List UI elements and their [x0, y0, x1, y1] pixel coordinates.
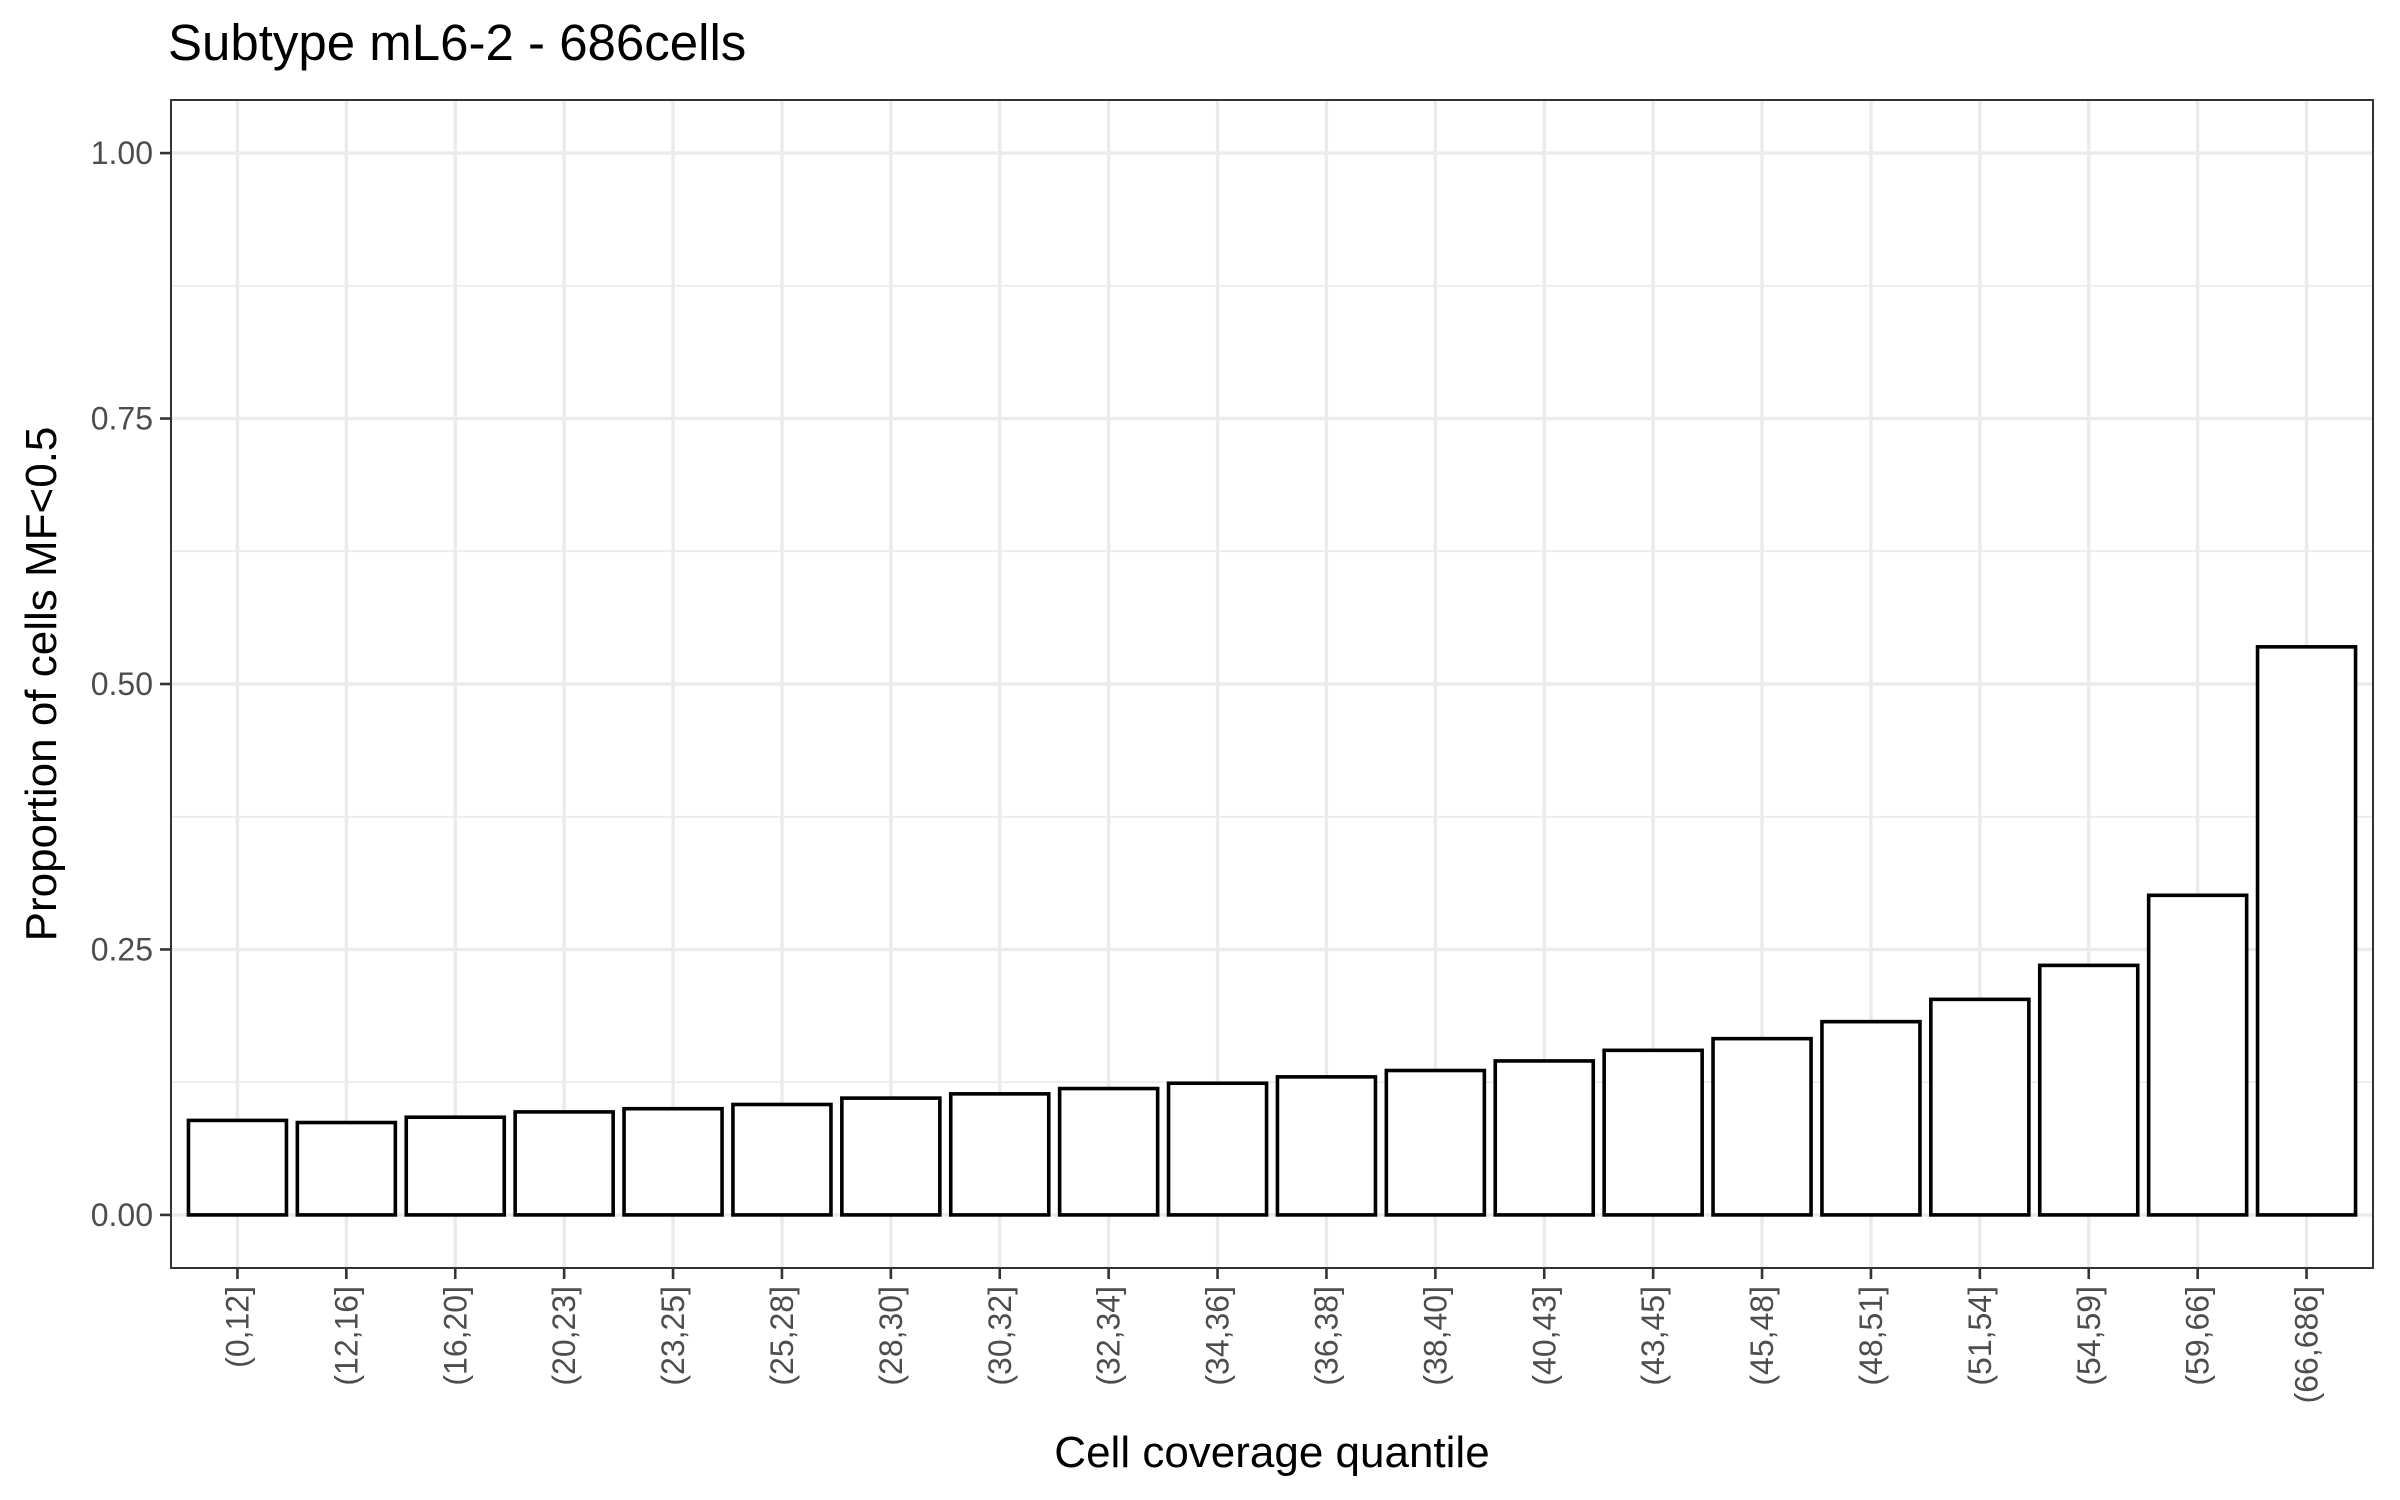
x-tick-label: (30,32] [982, 1286, 1018, 1386]
bar [513, 1110, 615, 1217]
x-tick-label: (20,23] [546, 1286, 582, 1386]
x-tick-label: (25,28] [764, 1286, 800, 1386]
bar [1057, 1086, 1160, 1217]
bar [948, 1092, 1051, 1217]
x-tick-label: (28,30] [873, 1286, 909, 1386]
bar [1929, 997, 2031, 1217]
x-tick-label: (36,38] [1308, 1286, 1344, 1386]
y-tick-label: 0.00 [91, 1197, 153, 1233]
bar [731, 1102, 833, 1217]
x-tick-label: (51,54] [1962, 1286, 1998, 1386]
x-tick-label: (59,66] [2180, 1286, 2216, 1386]
x-tick-label: (48,51] [1853, 1286, 1889, 1386]
bar [840, 1096, 942, 1217]
bar [2146, 893, 2249, 1217]
chart-title: Subtype mL6-2 - 686cells [168, 14, 746, 71]
x-axis: (0,12] (12,16] (16,20] (20,23] (23,25] (25,28… [219, 1268, 2325, 1403]
bar [1711, 1036, 1813, 1217]
x-tick-label: (66,686] [2289, 1286, 2325, 1403]
y-tick-label: 0.75 [91, 401, 153, 437]
x-tick-label: (32,34] [1091, 1286, 1127, 1386]
x-tick-label: (38,40] [1417, 1286, 1453, 1386]
x-tick-label: (16,20] [437, 1286, 473, 1386]
bar [1166, 1081, 1269, 1217]
bar [1602, 1048, 1704, 1217]
x-tick-label: (45,48] [1744, 1286, 1780, 1386]
y-axis: 0.00 0.25 0.50 0.75 1.00 [91, 135, 171, 1233]
x-axis-title: Cell coverage quantile [1054, 1428, 1489, 1477]
bar [1275, 1075, 1378, 1217]
bar [1820, 1019, 1922, 1217]
bar [622, 1106, 724, 1217]
bar [295, 1120, 398, 1217]
y-tick-label: 0.50 [91, 666, 153, 702]
x-tick-label: (34,36] [1200, 1286, 1236, 1386]
y-tick-label: 0.25 [91, 931, 153, 967]
bar [1493, 1059, 1596, 1217]
bar [2037, 963, 2140, 1217]
bar [1384, 1068, 1487, 1217]
x-tick-label: (23,25] [655, 1286, 691, 1386]
x-tick-label: (40,43] [1526, 1286, 1562, 1386]
y-tick-label: 1.00 [91, 135, 153, 171]
bar [404, 1115, 507, 1217]
x-tick-label: (12,16] [328, 1286, 364, 1386]
y-axis-title: Proportion of cells MF<0.5 [17, 427, 66, 942]
x-tick-label: (54,59] [2071, 1286, 2107, 1386]
bar [2255, 645, 2358, 1217]
bars [186, 645, 2358, 1217]
x-tick-label: (0,12] [219, 1286, 255, 1368]
x-tick-label: (43,45] [1635, 1286, 1671, 1386]
bar [186, 1118, 289, 1217]
